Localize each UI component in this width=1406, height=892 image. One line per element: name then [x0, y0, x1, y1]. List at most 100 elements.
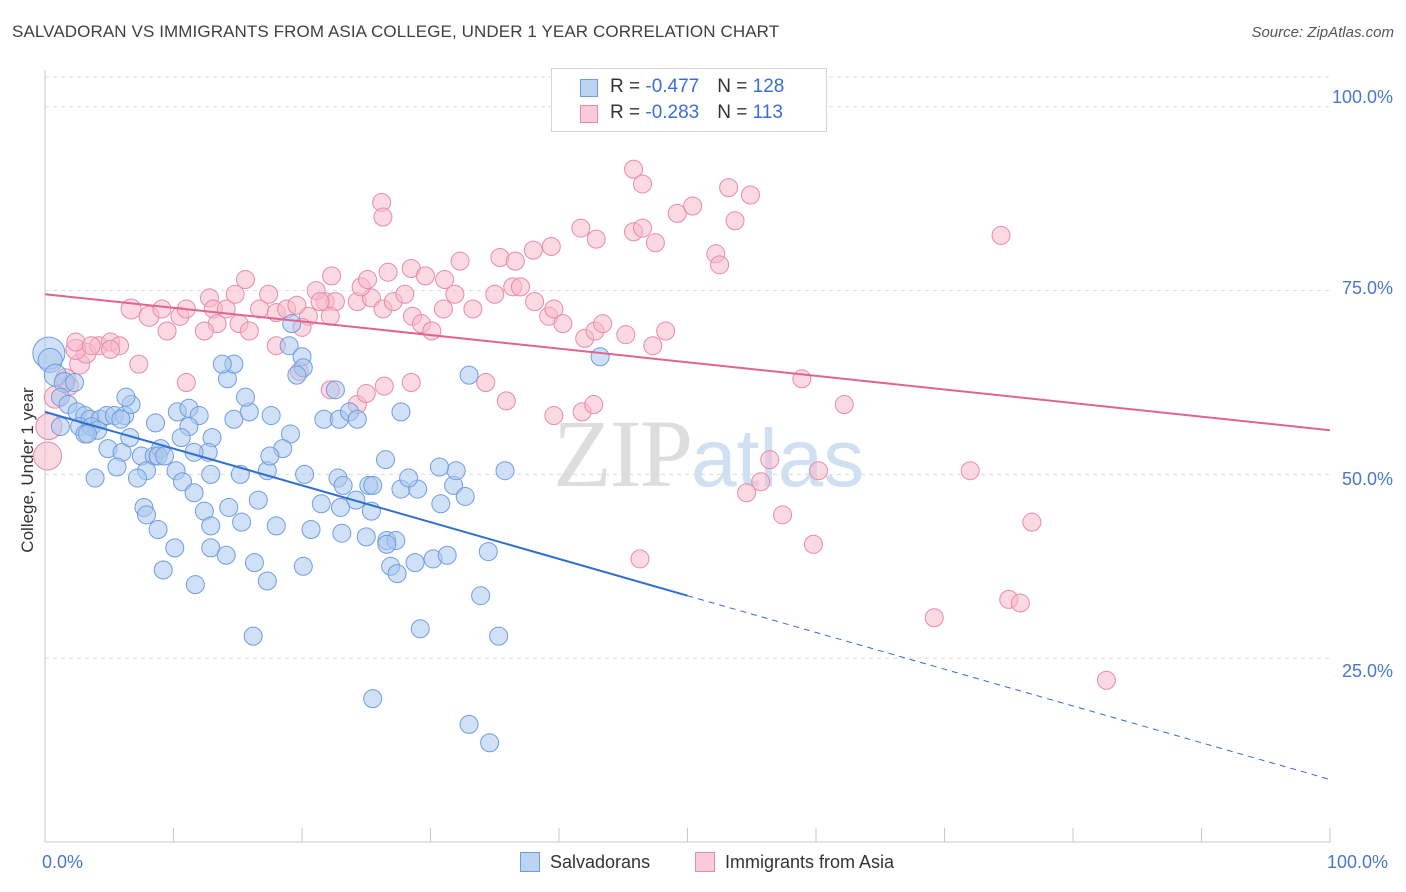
legend-swatch-blue [580, 79, 598, 97]
y-tick-label-50: 50.0% [1341, 469, 1393, 489]
asia-point-86 [633, 174, 653, 194]
asia-point-26 [259, 284, 279, 304]
stats-legend: R = -0.477 N = 128 R = -0.283 N = 113 [551, 68, 827, 132]
asia-point-112 [737, 483, 757, 503]
asia-point-78 [667, 203, 687, 223]
asia-point-66 [415, 266, 435, 286]
asia-point-79 [683, 196, 703, 216]
legend-n-label: N = [717, 102, 753, 123]
y-tick-label-25: 25.0% [1341, 661, 1393, 681]
asia-point-84 [710, 255, 730, 275]
asia-point-24 [239, 321, 259, 341]
salvadoran-point-121 [590, 347, 610, 367]
asia-point-77 [645, 233, 665, 253]
bottom-legend-asia: Immigrants from Asia [695, 852, 894, 873]
salvadoran-point-118 [363, 689, 383, 709]
salvadoran-point-113 [478, 542, 498, 562]
asia-point-88 [373, 207, 393, 227]
salvadoran-point-65 [260, 446, 280, 466]
salvadoran-point-53 [279, 336, 299, 356]
salvadoran-point-112 [331, 497, 351, 517]
legend-r-value: -0.477 [645, 76, 700, 97]
salvadoran-point-57 [325, 380, 345, 400]
asia-point-92 [129, 354, 149, 374]
salvadoran-point-85 [137, 505, 157, 525]
asia-point-0 [33, 441, 63, 471]
salvadoran-point-110 [455, 486, 475, 506]
salvadoran-point-115 [489, 626, 509, 646]
asia-point-83 [725, 211, 745, 231]
salvadoran-point-79 [311, 494, 331, 514]
asia-point-22 [225, 284, 245, 304]
bottom-legend-swatch-blue [520, 852, 540, 872]
salvadoran-point-73 [495, 461, 515, 481]
salvadoran-point-43 [146, 413, 166, 433]
salvadoran-point-127 [120, 428, 140, 448]
salvadoran-trend-line [44, 410, 688, 597]
asia-point-51 [544, 299, 564, 319]
asia-point-106 [792, 369, 812, 389]
salvadoran-point-39 [172, 472, 192, 492]
salvadoran-point-101 [405, 553, 425, 573]
asia-point-42 [422, 321, 442, 341]
asia-point-13 [152, 299, 172, 319]
salvadoran-point-117 [243, 626, 263, 646]
salvadoran-point-100 [387, 564, 407, 584]
asia-point-49 [525, 292, 545, 312]
asia-point-85 [624, 159, 644, 179]
salvadoran-point-77 [363, 475, 383, 495]
asia-point-27 [235, 270, 255, 290]
asia-point-93 [176, 372, 196, 392]
salvadoran-point-89 [301, 520, 321, 540]
salvadoran-point-90 [332, 523, 352, 543]
y-tick-label-100: 100.0% [1331, 87, 1393, 107]
asia-point-74 [586, 229, 606, 249]
asia-point-56 [616, 325, 636, 345]
asia-point-60 [310, 292, 330, 312]
salvadoran-point-105 [185, 575, 205, 595]
salvadoran-point-87 [232, 512, 252, 532]
salvadoran-point-18 [111, 409, 131, 429]
salvadoran-point-95 [165, 538, 185, 558]
salvadoran-point-96 [201, 538, 221, 558]
asia-point-117 [1022, 512, 1042, 532]
salvadoran-point-124 [212, 354, 232, 374]
asia-point-82 [740, 185, 760, 205]
asia-point-120 [1096, 670, 1116, 690]
salvadoran-point-24 [107, 457, 127, 477]
asia-point-72 [541, 236, 561, 256]
asia-point-101 [476, 372, 496, 392]
asia-point-116 [991, 225, 1011, 245]
salvadoran-point-126 [77, 424, 97, 444]
asia-point-110 [760, 450, 780, 470]
asia-point-55 [593, 314, 613, 334]
salvadoran-point-69 [171, 428, 191, 448]
asia-point-103 [544, 406, 564, 426]
asia-point-102 [496, 391, 516, 411]
salvadoran-point-46 [224, 409, 244, 429]
bottom-legend-salvadorans: Salvadorans [520, 852, 650, 873]
salvadoran-point-86 [201, 516, 221, 536]
asia-point-45 [463, 299, 483, 319]
asia-point-39 [395, 284, 415, 304]
salvadoran-point-103 [437, 545, 457, 565]
salvadoran-point-125 [50, 417, 70, 437]
asia-point-91 [101, 339, 121, 359]
salvadoran-point-75 [429, 457, 449, 477]
asia-point-119 [1010, 593, 1030, 613]
legend-n-value: 113 [752, 102, 783, 123]
asia-point-58 [656, 321, 676, 341]
salvadoran-point-56 [287, 365, 307, 385]
asia-point-109 [809, 461, 829, 481]
asia-point-30 [287, 295, 307, 315]
asia-point-73 [571, 218, 591, 238]
legend-swatch-pink [580, 105, 598, 123]
asia-point-67 [435, 270, 455, 290]
salvadoran-point-74 [446, 461, 466, 481]
salvadoran-point-98 [244, 553, 264, 573]
asia-point-48 [510, 277, 530, 297]
asia-point-20 [194, 321, 214, 341]
y-axis-label: College, Under 1 year [18, 387, 37, 553]
salvadoran-point-123 [376, 450, 396, 470]
asia-point-114 [803, 534, 823, 554]
